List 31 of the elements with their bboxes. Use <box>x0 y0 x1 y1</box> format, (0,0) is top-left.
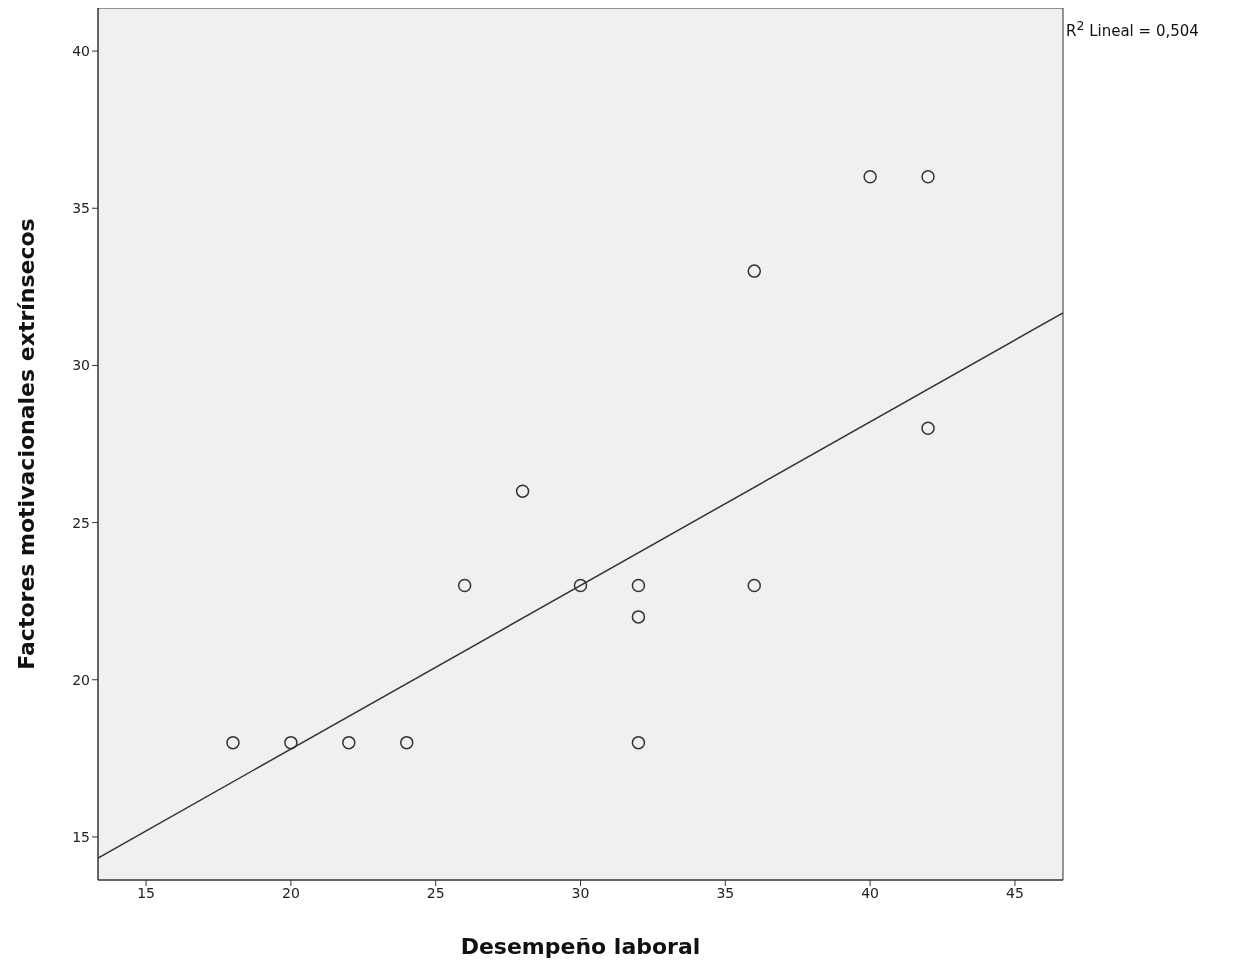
point <box>921 170 935 184</box>
y-tick-label: 25 <box>72 514 90 531</box>
x-tick-label: 15 <box>137 884 155 901</box>
y-tick-label: 15 <box>72 828 90 845</box>
text: R$^{2}$ Lineal = 0,504 <box>1066 18 1199 40</box>
x-tick-label: 45 <box>1006 884 1024 901</box>
point <box>631 578 646 593</box>
point <box>515 484 530 498</box>
point <box>747 578 762 593</box>
point <box>284 735 298 750</box>
x-tick-label: 25 <box>426 884 445 901</box>
x-tick-label: 35 <box>716 884 735 901</box>
point <box>631 610 646 624</box>
x-tick-label: 20 <box>281 884 300 901</box>
y-tick-label: 40 <box>72 43 90 60</box>
point <box>342 735 356 750</box>
y-tick-label: 20 <box>72 671 90 688</box>
point <box>399 735 414 750</box>
point <box>631 735 646 750</box>
point <box>573 578 588 593</box>
point <box>226 735 240 750</box>
x-tick-label: 30 <box>571 884 590 901</box>
y-tick-label: 30 <box>72 357 90 374</box>
y-axis-title: Factores motivacionales extrínsecos <box>13 218 39 670</box>
point <box>863 170 877 184</box>
x-axis-title: Desempeño laboral <box>460 934 701 959</box>
y-tick-label: 35 <box>72 200 90 217</box>
x-tick-label: 40 <box>861 884 880 901</box>
point <box>921 421 935 436</box>
point <box>457 578 472 593</box>
point <box>747 264 762 278</box>
